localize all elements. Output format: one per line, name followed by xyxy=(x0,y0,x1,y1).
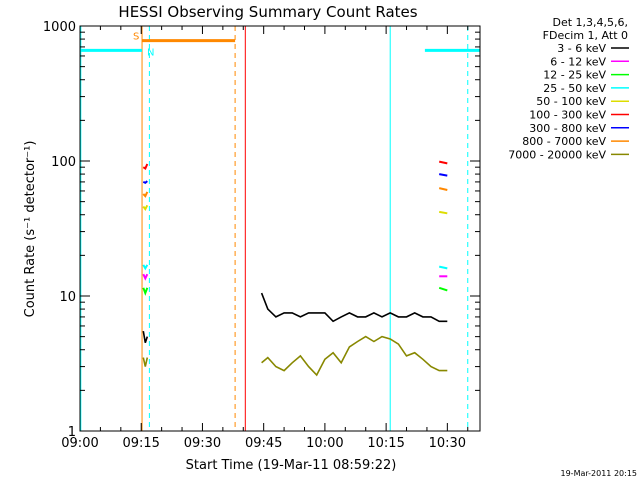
legend-label-5: 100 - 300 keV xyxy=(529,109,606,122)
series-4-segment-12 xyxy=(439,210,448,215)
chart-title: HESSI Observing Summary Count Rates xyxy=(118,3,417,21)
flag-label-S: S xyxy=(133,32,139,43)
x-tick-label-4: 10:00 xyxy=(306,436,343,451)
series-1-segment-0 xyxy=(142,273,149,281)
x-axis-label: Start Time (19-Mar-11 08:59:22) xyxy=(186,458,397,473)
plot-marks: SN xyxy=(80,26,480,431)
legend-label-0: 3 - 6 keV xyxy=(557,42,606,55)
y-tick-label-0: 1 xyxy=(68,425,76,440)
y-tick-label-3: 1000 xyxy=(43,20,76,35)
x-tick-label-1: 09:15 xyxy=(122,436,159,451)
series-0-segment-1 xyxy=(260,292,448,323)
x-tick-label-6: 10:30 xyxy=(429,436,466,451)
y-tick-label-1: 10 xyxy=(59,290,76,305)
y-axis-label: Count Rate (s⁻¹ detector⁻¹) xyxy=(23,141,38,318)
legend-label-6: 300 - 800 keV xyxy=(529,122,606,135)
series-8-segment-0 xyxy=(142,357,149,367)
series-4-segment-0 xyxy=(142,204,149,211)
series-5-segment-0 xyxy=(142,163,149,170)
series-2-segment-12 xyxy=(438,286,448,292)
series-3-segment-12 xyxy=(438,265,448,270)
y-axis-ticks: 1 10 100 1000 xyxy=(43,20,480,440)
x-tick-label-5: 10:15 xyxy=(367,436,404,451)
x-axis-ticks: 09:00 09:15 09:30 09:45 10:00 10:15 10:30 xyxy=(61,26,469,451)
x-tick-label-2: 09:30 xyxy=(184,436,221,451)
x-tick-label-0: 09:00 xyxy=(61,436,98,451)
series-2-segment-0 xyxy=(142,287,149,296)
legend-label-3: 25 - 50 keV xyxy=(543,82,606,95)
legend: Det 1,3,4,5,6, FDecim 1, Att 0 3 - 6 keV… xyxy=(508,16,629,161)
legend-label-8: 7000 - 20000 keV xyxy=(508,148,606,161)
series-0-segment-0 xyxy=(142,330,149,344)
legend-label-2: 12 - 25 keV xyxy=(543,69,606,82)
legend-title-line-2: FDecim 1, Att 0 xyxy=(543,29,628,42)
plot-frame xyxy=(79,25,481,432)
y-tick-label-2: 100 xyxy=(51,155,76,170)
series-6-segment-12 xyxy=(439,173,448,177)
series-7-segment-0 xyxy=(142,191,149,198)
x-tick-label-3: 09:45 xyxy=(245,436,282,451)
legend-title-line-1: Det 1,3,4,5,6, xyxy=(552,16,628,29)
series-7-segment-12 xyxy=(438,187,448,191)
legend-label-4: 50 - 100 keV xyxy=(536,95,606,108)
series-3-segment-0 xyxy=(142,264,149,271)
legend-label-1: 6 - 12 keV xyxy=(550,55,606,68)
flag-label-N: N xyxy=(147,47,154,58)
series-6-segment-0 xyxy=(142,180,148,184)
series-8-segment-1 xyxy=(261,335,448,377)
legend-label-7: 800 - 7000 keV xyxy=(522,135,606,148)
series-5-segment-12 xyxy=(438,160,448,165)
timestamp-footer: 19-Mar-2011 20:15 xyxy=(561,469,638,478)
